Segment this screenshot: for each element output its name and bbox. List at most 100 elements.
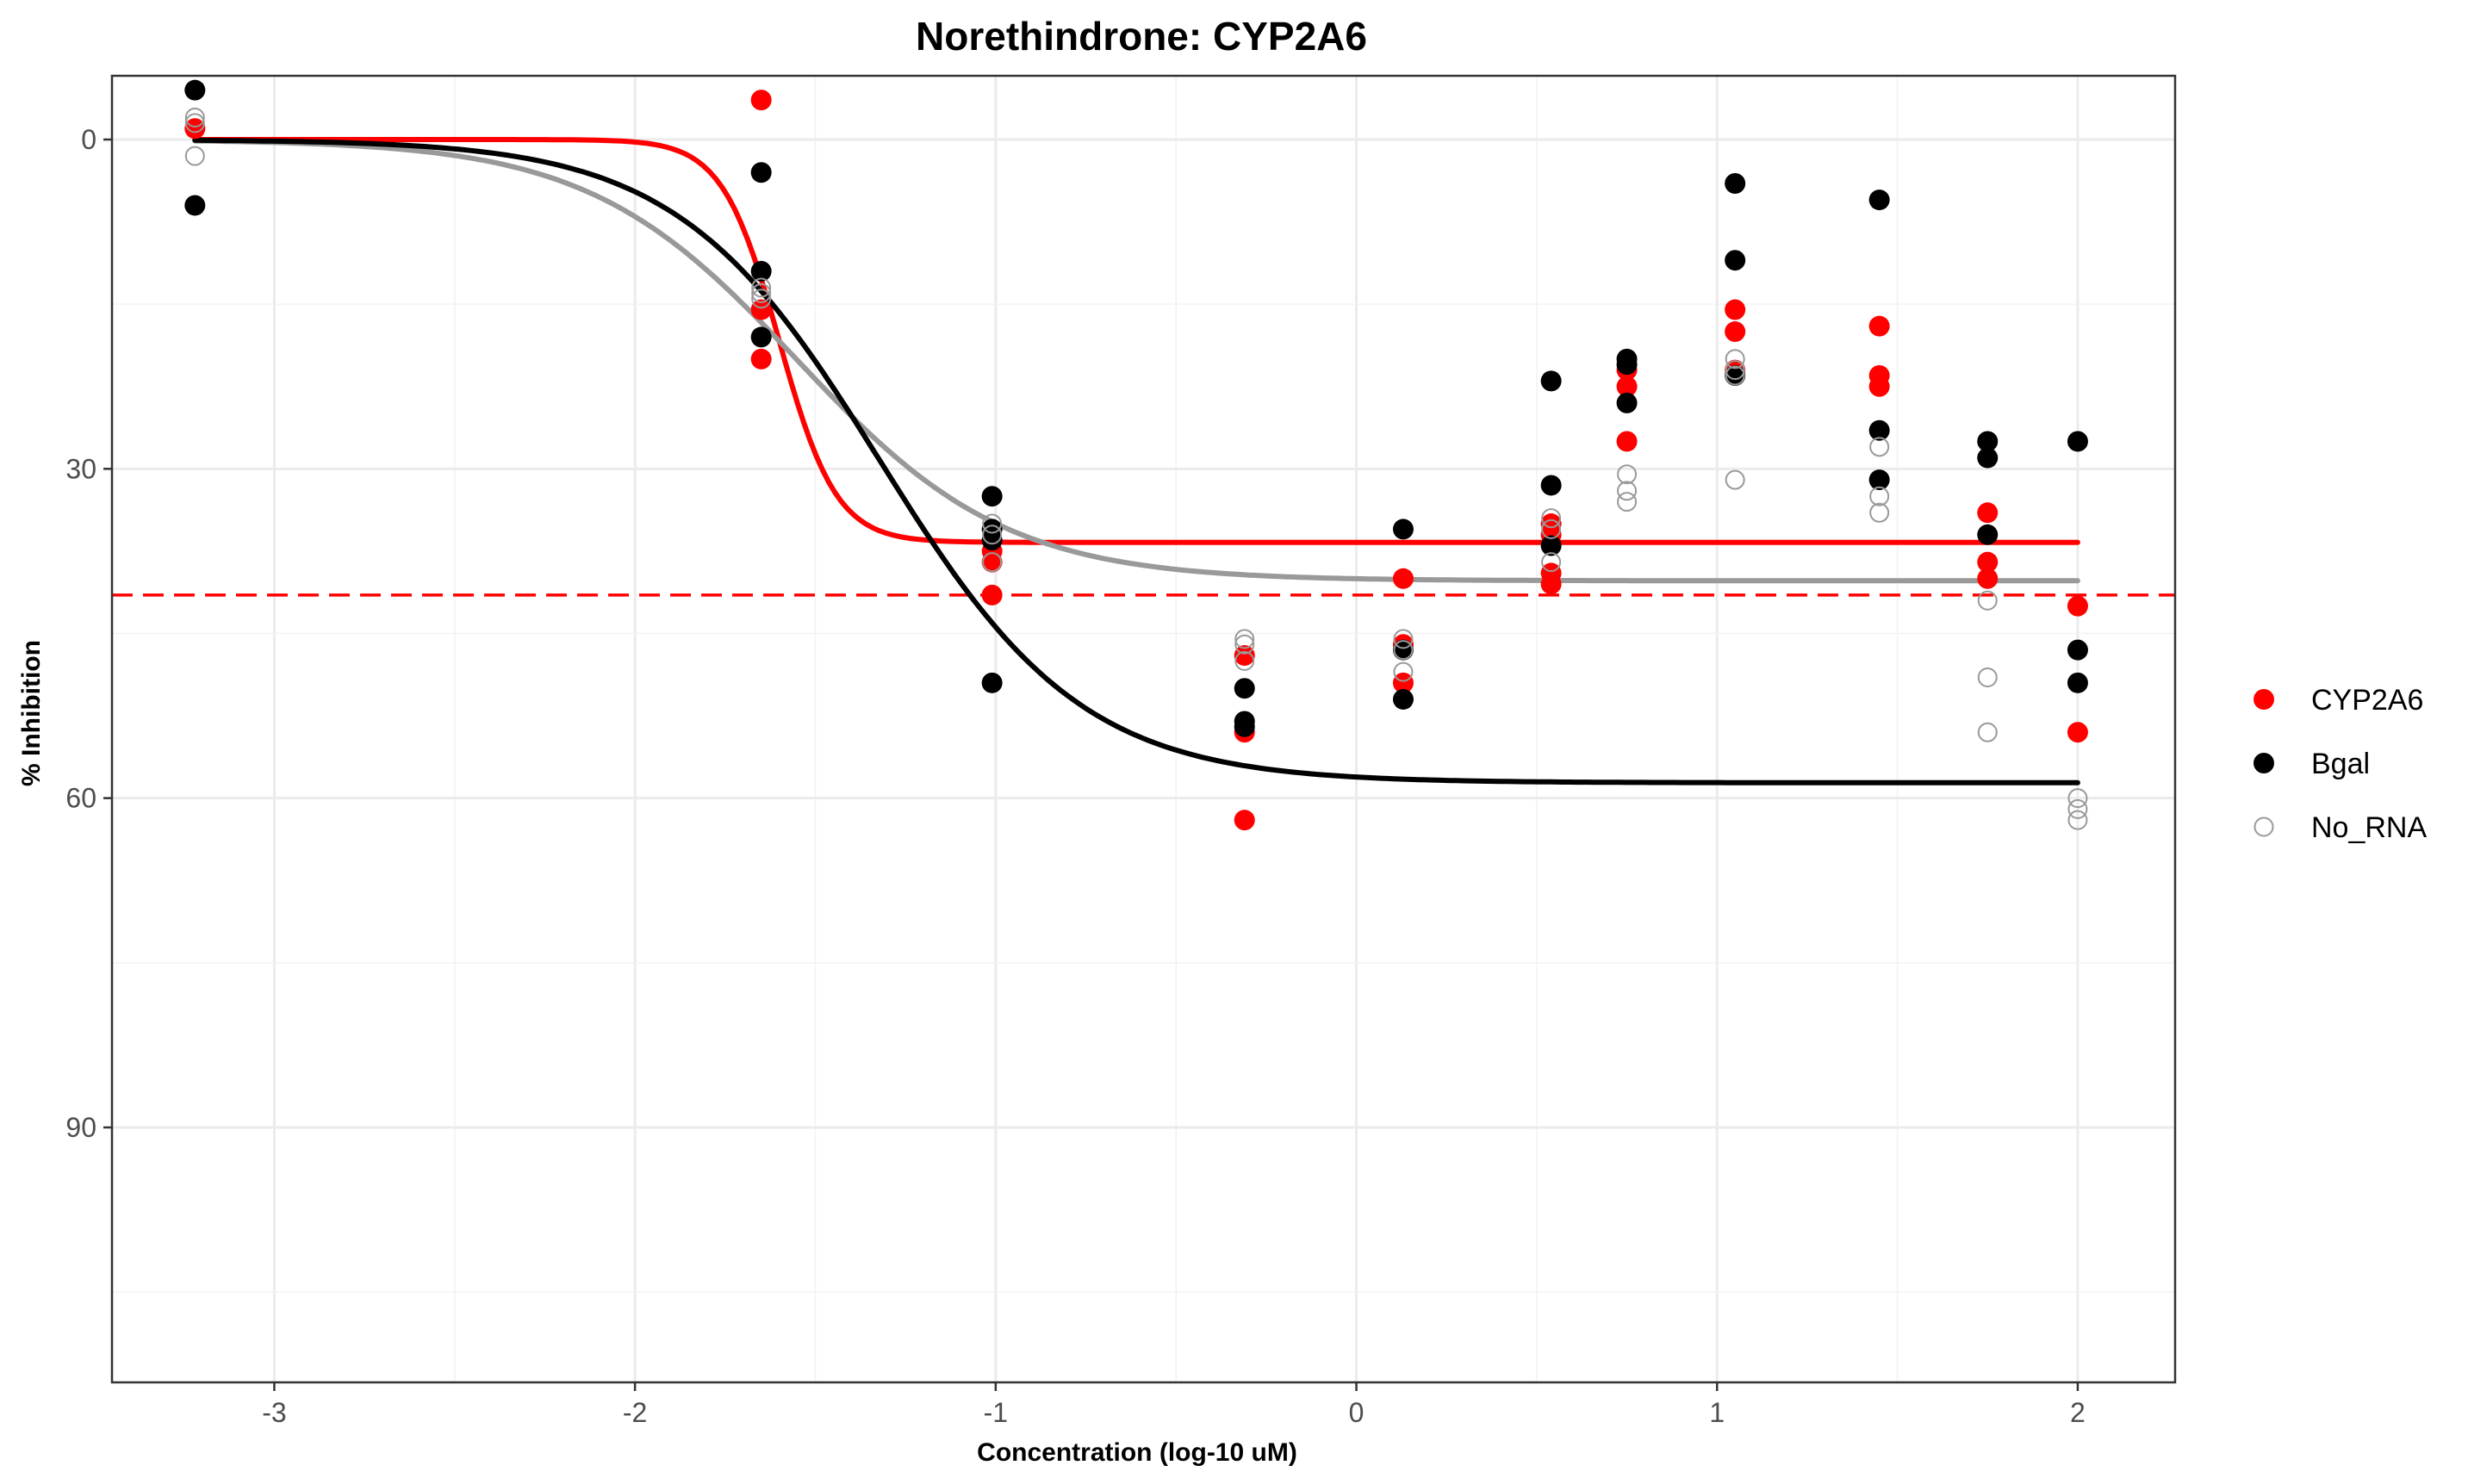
data-point-no-rna <box>1725 360 1745 381</box>
data-point-bgal <box>750 326 772 348</box>
x-tick-label: -1 <box>984 1397 1008 1428</box>
data-point-bgal <box>184 195 206 216</box>
x-tick-label: 1 <box>1709 1397 1725 1428</box>
plot-panel-border <box>110 74 2177 1384</box>
data-point-no-rna <box>1617 464 1638 485</box>
data-point-bgal <box>2067 431 2088 452</box>
x-axis-title: Concentration (log-10 uM) <box>977 1438 1297 1467</box>
data-point-no-rna <box>1234 634 1255 655</box>
data-point-bgal <box>1540 475 1562 496</box>
data-point-bgal <box>1540 370 1562 392</box>
legend-key-cyp2a6 <box>2254 689 2274 710</box>
data-point-cyp2a6 <box>2067 595 2088 617</box>
legend-label-no-rna: No_RNA <box>2311 811 2427 844</box>
y-tick-label: 0 <box>81 124 96 155</box>
legend: CYP2A6 Bgal No_RNA <box>2254 684 2427 844</box>
y-tick-label: 30 <box>65 453 96 484</box>
data-point-no-rna <box>2067 810 2088 830</box>
data-point-no-rna <box>1541 508 1562 529</box>
data-point-no-rna <box>1725 349 1745 369</box>
data-point-no-rna <box>1869 437 1890 457</box>
data-point-cyp2a6 <box>1868 376 1890 397</box>
data-point-bgal <box>1868 419 1890 441</box>
legend-key-bgal <box>2254 753 2274 773</box>
y-axis-title: % Inhibition <box>17 640 46 786</box>
legend-label-bgal: Bgal <box>2311 748 2370 780</box>
data-point-bgal <box>750 162 772 183</box>
data-point-bgal <box>2067 639 2088 661</box>
data-point-cyp2a6 <box>1540 574 1562 595</box>
data-point-no-rna <box>1393 661 1414 682</box>
data-point-cyp2a6 <box>981 584 1003 605</box>
data-point-bgal <box>981 530 1003 551</box>
data-point-no-rna <box>2067 788 2088 809</box>
data-point-no-rna <box>1977 722 1998 742</box>
data-point-bgal <box>1392 639 1414 661</box>
x-tick-label: 0 <box>1349 1397 1365 1428</box>
data-points-layer <box>184 79 2088 831</box>
y-tick-label: 60 <box>65 783 96 814</box>
data-point-cyp2a6 <box>1725 299 1746 320</box>
data-point-no-rna <box>1869 502 1890 523</box>
data-point-cyp2a6 <box>1392 568 1414 589</box>
data-point-no-rna <box>1234 629 1255 649</box>
data-point-bgal <box>1616 354 1638 376</box>
data-point-no-rna <box>1725 469 1745 490</box>
data-point-bgal <box>1540 535 1562 556</box>
data-point-no-rna <box>982 513 1003 534</box>
data-point-no-rna <box>1541 518 1562 539</box>
data-point-bgal <box>1234 678 1255 699</box>
data-point-no-rna <box>982 525 1003 545</box>
data-point-bgal <box>1868 189 1890 211</box>
data-point-bgal <box>1725 365 1746 387</box>
data-point-bgal <box>184 79 206 101</box>
fit-curve-cyp2a6 <box>192 137 2080 545</box>
data-point-no-rna <box>1393 629 1414 649</box>
data-point-cyp2a6 <box>1616 431 1638 452</box>
legend-key-no-rna <box>2254 817 2274 837</box>
data-point-cyp2a6 <box>1725 321 1746 343</box>
data-point-cyp2a6 <box>1234 810 1255 831</box>
data-point-bgal <box>1725 250 1746 271</box>
data-point-cyp2a6 <box>981 551 1003 573</box>
data-point-bgal <box>2067 672 2088 693</box>
data-point-no-rna <box>751 289 772 309</box>
fit-curves-layer <box>192 137 2080 785</box>
data-point-cyp2a6 <box>1977 502 1999 524</box>
data-point-no-rna <box>1977 667 1998 687</box>
data-point-cyp2a6 <box>1868 315 1890 337</box>
data-point-no-rna <box>751 277 772 298</box>
data-point-bgal <box>1868 469 1890 491</box>
data-point-no-rna <box>1541 552 1562 573</box>
data-point-no-rna <box>2067 798 2088 819</box>
data-point-bgal <box>1977 524 1999 545</box>
data-point-bgal <box>1725 172 1746 194</box>
data-point-bgal <box>1392 518 1414 540</box>
x-tick-label: 2 <box>2070 1397 2086 1428</box>
data-point-cyp2a6 <box>1616 376 1638 397</box>
data-point-bgal <box>1234 716 1255 737</box>
data-point-bgal <box>1977 431 1999 452</box>
data-point-cyp2a6 <box>750 348 772 369</box>
chart-title: Norethindrone: CYP2A6 <box>916 14 1367 59</box>
legend-label-cyp2a6: CYP2A6 <box>2311 684 2423 717</box>
data-point-no-rna <box>184 113 205 133</box>
data-point-no-rna <box>982 552 1003 573</box>
data-point-cyp2a6 <box>750 299 772 320</box>
data-point-cyp2a6 <box>1234 644 1255 666</box>
x-tick-label: -2 <box>623 1397 647 1428</box>
data-point-no-rna <box>1393 640 1414 661</box>
grid-layer <box>112 76 2175 1382</box>
data-point-no-rna <box>1617 481 1638 501</box>
data-point-no-rna <box>1977 590 1998 611</box>
fit-curve-bgal <box>192 137 2080 785</box>
data-point-no-rna <box>751 283 772 303</box>
data-point-no-rna <box>1617 492 1638 512</box>
data-point-bgal <box>981 672 1003 693</box>
data-point-no-rna <box>184 146 205 166</box>
data-point-bgal <box>1977 447 1999 469</box>
data-point-bgal <box>750 260 772 282</box>
axis-ticks-layer: -3 -2 -1 0 1 2 0 30 60 90 <box>65 124 2085 1428</box>
